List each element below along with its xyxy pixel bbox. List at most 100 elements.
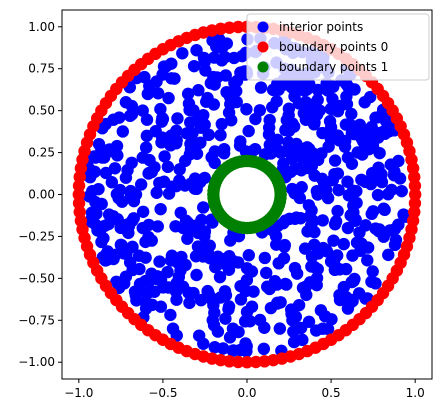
interior-point bbox=[180, 127, 194, 140]
interior-point bbox=[313, 104, 326, 117]
interior-point bbox=[306, 147, 320, 160]
interior-point bbox=[326, 130, 339, 143]
interior-point bbox=[207, 51, 221, 64]
interior-point bbox=[257, 342, 271, 356]
interior-point bbox=[136, 205, 150, 218]
interior-point bbox=[146, 298, 159, 312]
y-tick-label: 1.00 bbox=[28, 20, 55, 34]
interior-point bbox=[197, 108, 210, 122]
interior-point bbox=[238, 315, 252, 328]
interior-point bbox=[133, 262, 146, 276]
interior-point bbox=[371, 188, 385, 202]
interior-point bbox=[282, 102, 296, 115]
interior-point bbox=[348, 272, 361, 286]
interior-point bbox=[311, 93, 324, 107]
interior-point bbox=[181, 216, 195, 230]
interior-point bbox=[145, 267, 158, 280]
interior-point bbox=[184, 137, 197, 151]
y-tick-label: 0.00 bbox=[28, 188, 55, 202]
inner-boundary-layer bbox=[207, 154, 287, 235]
interior-point bbox=[364, 90, 377, 104]
interior-point bbox=[218, 50, 232, 64]
interior-point bbox=[132, 249, 146, 262]
interior-point bbox=[159, 60, 173, 73]
interior-point bbox=[333, 263, 346, 276]
interior-point bbox=[189, 250, 203, 263]
interior-point bbox=[176, 47, 189, 60]
interior-point bbox=[373, 126, 387, 140]
interior-point bbox=[271, 133, 284, 147]
interior-point bbox=[383, 224, 397, 237]
interior-point bbox=[112, 111, 126, 124]
interior-point bbox=[305, 250, 319, 263]
interior-point bbox=[284, 117, 297, 131]
interior-point bbox=[308, 169, 321, 182]
interior-point bbox=[307, 118, 321, 131]
interior-point bbox=[345, 107, 358, 121]
interior-point bbox=[395, 184, 408, 198]
interior-point bbox=[171, 112, 184, 125]
interior-point bbox=[134, 178, 148, 191]
interior-point bbox=[305, 204, 318, 217]
interior-point bbox=[328, 218, 342, 231]
interior-point bbox=[340, 97, 354, 111]
interior-point bbox=[151, 87, 165, 100]
interior-point bbox=[268, 275, 282, 288]
boundary-1-point bbox=[274, 191, 287, 205]
interior-point bbox=[230, 95, 243, 109]
x-tick-label: 1.0 bbox=[406, 386, 425, 400]
interior-point bbox=[119, 270, 133, 283]
interior-point bbox=[182, 286, 195, 299]
interior-point bbox=[162, 91, 175, 105]
interior-point bbox=[198, 229, 211, 243]
interior-point bbox=[141, 87, 155, 101]
interior-point bbox=[202, 128, 215, 142]
interior-point bbox=[239, 145, 253, 158]
interior-point bbox=[292, 298, 306, 312]
interior-point bbox=[96, 251, 109, 264]
interior-point bbox=[213, 270, 227, 284]
interior-point bbox=[142, 218, 155, 232]
x-tick-label: −1.0 bbox=[64, 386, 93, 400]
interior-point bbox=[116, 125, 130, 138]
interior-point bbox=[266, 224, 279, 237]
interior-point bbox=[278, 240, 291, 253]
interior-point bbox=[194, 136, 207, 149]
interior-point bbox=[305, 159, 319, 173]
interior-point bbox=[158, 150, 171, 163]
interior-point bbox=[123, 109, 137, 123]
interior-point bbox=[254, 81, 268, 94]
interior-point bbox=[245, 300, 259, 313]
interior-point bbox=[308, 225, 321, 239]
interior-point bbox=[187, 59, 201, 73]
interior-point bbox=[327, 234, 340, 247]
legend-marker bbox=[257, 61, 269, 73]
interior-point bbox=[216, 342, 230, 355]
interior-point bbox=[111, 149, 124, 162]
interior-point bbox=[321, 322, 335, 336]
interior-point bbox=[139, 235, 152, 249]
interior-point bbox=[233, 343, 247, 357]
interior-point bbox=[273, 322, 287, 335]
interior-point bbox=[110, 139, 124, 153]
interior-point bbox=[345, 157, 359, 170]
interior-point bbox=[375, 175, 389, 189]
interior-point bbox=[109, 248, 122, 262]
interior-point bbox=[240, 103, 253, 116]
interior-point bbox=[231, 256, 245, 269]
interior-point bbox=[323, 115, 337, 128]
interior-point bbox=[188, 182, 201, 195]
y-axis-ticks: 1.00 0.75 0.50 0.25 0.00 −0.25 −0.50 −0.75 −1.00 bbox=[18, 20, 62, 369]
interior-point bbox=[309, 324, 323, 337]
interior-point bbox=[345, 293, 358, 307]
interior-point bbox=[300, 288, 313, 302]
interior-point bbox=[121, 164, 134, 177]
interior-point bbox=[287, 325, 300, 338]
interior-point bbox=[327, 80, 340, 93]
interior-point bbox=[353, 122, 367, 136]
interior-point bbox=[365, 207, 378, 221]
interior-point bbox=[181, 232, 194, 245]
interior-point bbox=[145, 165, 158, 179]
interior-point bbox=[83, 190, 96, 203]
interior-point bbox=[169, 220, 182, 233]
